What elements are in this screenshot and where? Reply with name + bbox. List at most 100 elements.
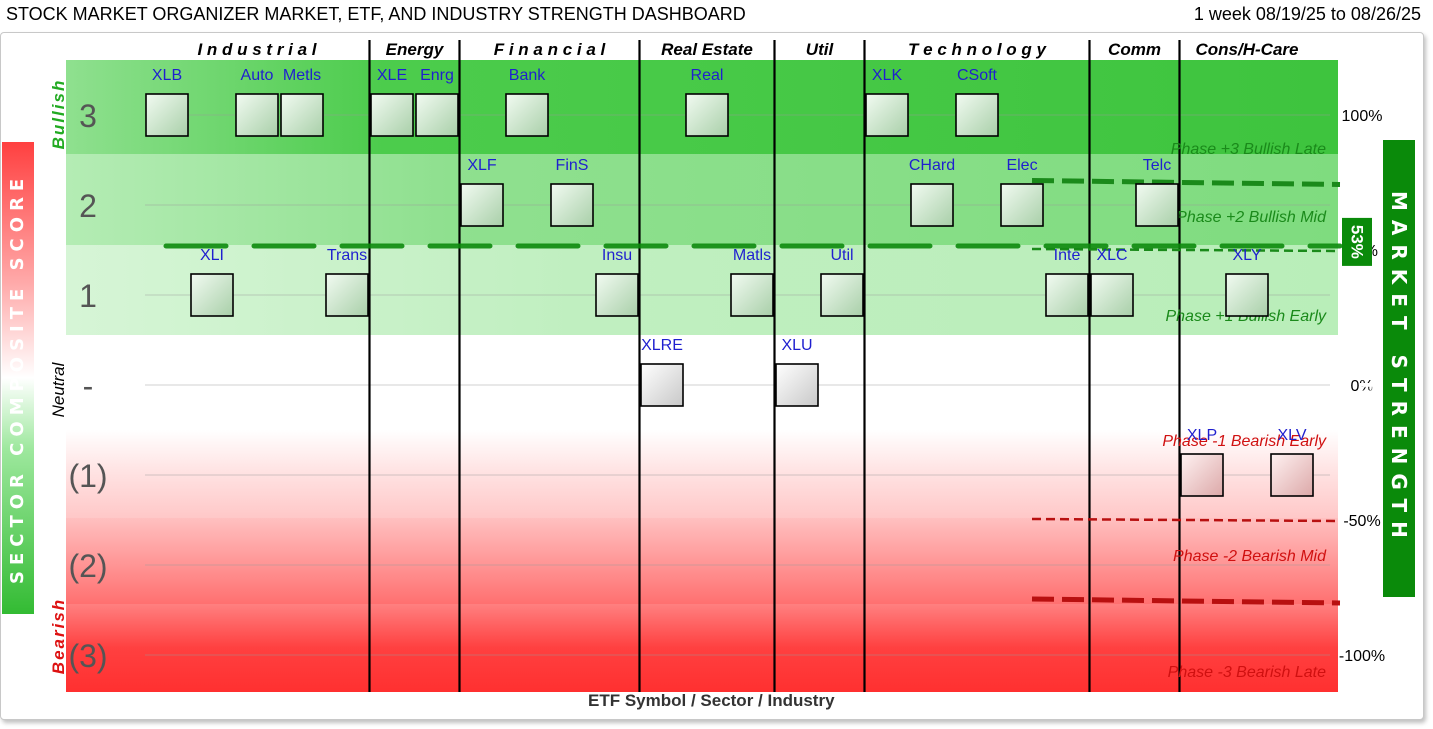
neutral-label: Neutral [49, 361, 68, 417]
data-point-label: XLP [1187, 427, 1217, 444]
reference-lines [163, 178, 1343, 606]
data-point-label: CHard [909, 157, 955, 174]
band-bearish-1 [66, 430, 1338, 518]
reference-line [1031, 247, 1341, 253]
data-point-box [775, 363, 819, 407]
data-point-box [1135, 183, 1179, 227]
sector-header: Comm [1108, 40, 1161, 59]
market-strength-box [1342, 217, 1372, 266]
y-level-label: 1 [79, 278, 97, 314]
market-strength-score-title: MARKET STRENGTH SCORE [1355, 140, 1415, 597]
data-point-box [1225, 273, 1269, 317]
phase-label: Phase -3 Bearish Late [1168, 664, 1326, 681]
phase-label: Phase +3 Bullish Late [1171, 141, 1326, 158]
right-tick-label: -50% [1343, 513, 1380, 530]
y-level-label: 3 [79, 98, 97, 134]
data-point-box [415, 93, 459, 137]
data-point-label: XLF [467, 157, 497, 174]
data-point-box [370, 93, 414, 137]
data-point-label: XLK [872, 67, 903, 84]
reference-line [1031, 178, 1341, 187]
data-point-label: XLC [1096, 247, 1127, 264]
data-point-box [1270, 453, 1314, 497]
phase-label: Phase +2 Bullish Mid [1176, 209, 1327, 226]
right-tick-label: 100% [1342, 108, 1383, 125]
date-range: 1 week 08/19/25 to 08/26/25 [1193, 4, 1421, 24]
y-level-label: (1) [68, 458, 107, 494]
y-level-label: (2) [68, 548, 107, 584]
data-point-box [550, 183, 594, 227]
data-point-label: Matls [733, 247, 771, 264]
band-bullish-1 [66, 245, 1338, 335]
data-point-label: XLB [152, 67, 182, 84]
data-point-box [685, 93, 729, 137]
right-tick-label: 0% [1350, 378, 1373, 395]
data-point-label: XLY [1232, 247, 1261, 264]
dashboard-title: STOCK MARKET ORGANIZER MARKET, ETF, AND … [6, 4, 746, 24]
data-point-box [280, 93, 324, 137]
x-axis-label: ETF Symbol / Sector / Industry [588, 691, 835, 710]
data-point-label: XLE [377, 67, 407, 84]
data-point-label: Insu [602, 247, 632, 264]
market-strength-value: 53% [1348, 225, 1367, 259]
data-point-label: CSoft [957, 67, 998, 84]
data-point-box [145, 93, 189, 137]
bullish-label: Bullish [49, 79, 68, 150]
data-point-label: Trans [327, 247, 367, 264]
data-point-box [1045, 273, 1089, 317]
sector-header: I n d u s t r i a l [197, 40, 317, 59]
y-level-label: 2 [79, 188, 97, 224]
right-tick-label: -100% [1339, 648, 1385, 665]
data-point-box [1090, 273, 1134, 317]
data-point-label: Metls [283, 67, 321, 84]
sector-composite-score-title: SECTOR COMPOSITE SCORE [2, 142, 34, 614]
data-point-label: XLU [781, 337, 812, 354]
phase-label: Phase -1 Bearish Early [1162, 433, 1327, 450]
data-point-box [460, 183, 504, 227]
data-point-box [955, 93, 999, 137]
data-point-label: XLV [1277, 427, 1306, 444]
sector-header: Cons/H-Care [1196, 40, 1299, 59]
data-point-box [820, 273, 864, 317]
sector-headers: I n d u s t r i a l Energy F i n a n c i a… [197, 40, 1298, 59]
market-strength-indicator: 53% [1342, 217, 1372, 266]
sector-header: Util [806, 40, 835, 59]
zone-bands [66, 60, 1338, 692]
data-point-box [640, 363, 684, 407]
band-bearish-3 [66, 604, 1338, 692]
sector-header: T e c h n o l o g y [908, 40, 1047, 59]
phase-label: Phase -2 Bearish Mid [1173, 548, 1327, 565]
sector-dividers [368, 40, 1181, 692]
data-point-label: Bank [509, 67, 546, 84]
data-point-box [730, 273, 774, 317]
data-point-label: Elec [1006, 157, 1037, 174]
sector-header: F i n a n c i a l [494, 40, 607, 59]
data-point-label: Util [830, 247, 853, 264]
data-point-box [910, 183, 954, 227]
bearish-label: Bearish [49, 598, 68, 674]
data-point-label: Enrg [420, 67, 454, 84]
data-point-label: XLI [200, 247, 224, 264]
sector-header: Energy [386, 40, 445, 59]
band-bullish-2 [66, 154, 1338, 245]
data-point-box [190, 273, 234, 317]
data-point-box [505, 93, 549, 137]
reference-line [1031, 596, 1341, 606]
y-axis-labels: 3 2 1 - (1) (2) (3) [68, 98, 107, 674]
data-point-box [1000, 183, 1044, 227]
data-point-box [1180, 453, 1224, 497]
phase-labels: Phase +3 Bullish Late Phase +2 Bullish Mi… [1162, 141, 1327, 681]
band-bearish-2 [66, 518, 1338, 604]
data-point-label: Real [691, 67, 724, 84]
data-point-label: Telc [1143, 157, 1171, 174]
data-point-box [865, 93, 909, 137]
data-point-label: FinS [556, 157, 589, 174]
data-point-label: XLRE [641, 337, 683, 354]
y-level-label: - [83, 368, 94, 404]
y-level-label: (3) [68, 638, 107, 674]
data-point-label: Auto [241, 67, 274, 84]
data-point-box [235, 93, 279, 137]
data-point-box [595, 273, 639, 317]
data-point-box [325, 273, 369, 317]
